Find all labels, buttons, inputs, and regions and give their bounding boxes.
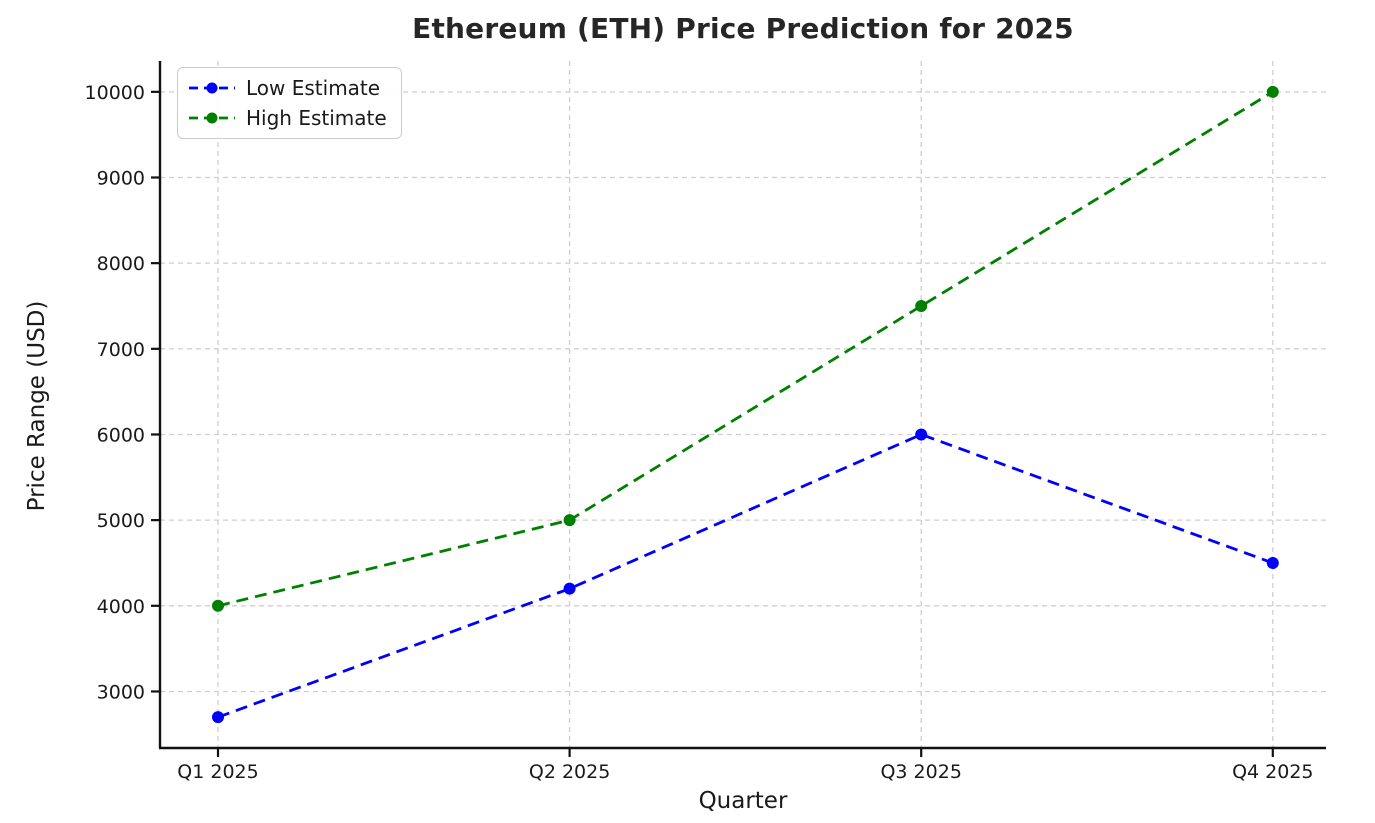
legend-item-low-estimate: Low Estimate (188, 76, 387, 100)
legend-sample-marker (206, 112, 218, 124)
y-axis-title: Price Range (USD) (24, 300, 50, 512)
data-point-low-estimate (915, 428, 928, 441)
series-line-low-estimate (217, 432, 1274, 719)
series-line-high-estimate (217, 90, 1274, 608)
legend-dashed-line-marker-icon (189, 82, 235, 94)
legend: Low Estimate High Estimate (177, 67, 402, 139)
x-tick-label: Q2 2025 (529, 761, 610, 783)
y-tick-label: 9000 (97, 167, 145, 189)
x-tick-label: Q3 2025 (880, 761, 961, 783)
legend-label: Low Estimate (246, 76, 381, 100)
y-tick-label: 5000 (97, 510, 145, 532)
y-tick-label: 4000 (97, 596, 145, 618)
data-point-low-estimate (1266, 556, 1279, 569)
y-tick-label: 8000 (97, 253, 145, 275)
legend-label: High Estimate (246, 106, 387, 130)
legend-sample-marker (206, 82, 218, 94)
y-tick-label: 10000 (85, 82, 145, 104)
legend-item-high-estimate: High Estimate (188, 106, 387, 130)
data-point-high-estimate (212, 599, 224, 612)
x-tick-label: Q1 2025 (177, 761, 258, 783)
chart-title: Ethereum (ETH) Price Prediction for 2025 (412, 12, 1074, 45)
data-point-high-estimate (915, 299, 928, 312)
data-point-high-estimate (563, 514, 576, 527)
data-point-low-estimate (212, 711, 224, 724)
y-tick-label: 3000 (97, 681, 145, 703)
x-axis-title: Quarter (698, 788, 788, 814)
y-tick-label: 7000 (97, 339, 145, 361)
x-tick-label: Q4 2025 (1232, 761, 1313, 783)
data-point-low-estimate (563, 582, 576, 595)
y-tick-label: 6000 (97, 424, 145, 446)
legend-dashed-line-marker-icon (189, 112, 235, 124)
data-point-high-estimate (1266, 85, 1279, 98)
